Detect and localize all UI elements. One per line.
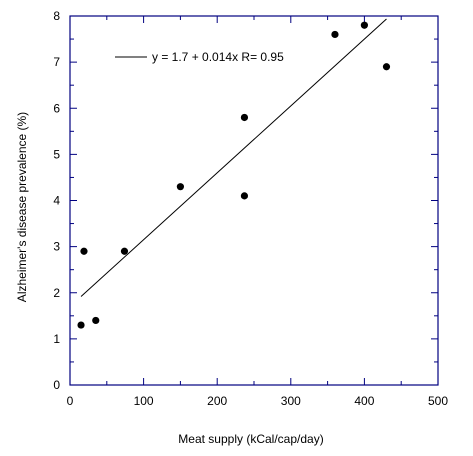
regression-line (80, 18, 387, 297)
data-point (92, 316, 100, 325)
x-tick-label: 100 (134, 394, 154, 408)
y-tick-label: 4 (53, 194, 60, 208)
x-tick-label: 300 (281, 394, 301, 408)
y-tick-label: 5 (53, 147, 60, 161)
data-points (77, 21, 391, 329)
data-point (77, 321, 85, 329)
y-tick-label: 7 (53, 55, 60, 69)
x-tick-label: 0 (67, 394, 74, 408)
x-tick-label: 400 (354, 394, 374, 408)
tick-marks (69, 15, 439, 386)
x-axis-title: Meat supply (kCal/cap/day) (178, 432, 323, 446)
x-tick-label: 200 (207, 394, 227, 408)
tick-labels: 0 100 200 300 400 500 0 1 2 3 4 5 6 7 8 (53, 9, 448, 408)
data-point (80, 247, 88, 255)
y-tick-label: 6 (53, 101, 60, 115)
data-point (331, 30, 339, 39)
data-point (120, 247, 129, 255)
x-tick-label: 500 (428, 394, 448, 408)
y-tick-label: 8 (53, 9, 60, 23)
legend-label: y = 1.7 + 0.014x R= 0.95 (152, 50, 284, 64)
y-tick-label: 0 (53, 378, 60, 392)
plot-frame (69, 15, 439, 386)
y-tick-label: 3 (53, 240, 60, 254)
y-tick-label: 1 (53, 332, 60, 346)
data-point (382, 63, 391, 71)
data-point (176, 183, 184, 191)
data-point (240, 113, 249, 122)
data-point (240, 192, 249, 200)
legend: y = 1.7 + 0.014x R= 0.95 (115, 50, 284, 64)
y-tick-label: 2 (53, 286, 60, 300)
y-axis-title: Alzheimer's disease prevalence (%) (15, 112, 29, 302)
data-point (360, 21, 368, 29)
